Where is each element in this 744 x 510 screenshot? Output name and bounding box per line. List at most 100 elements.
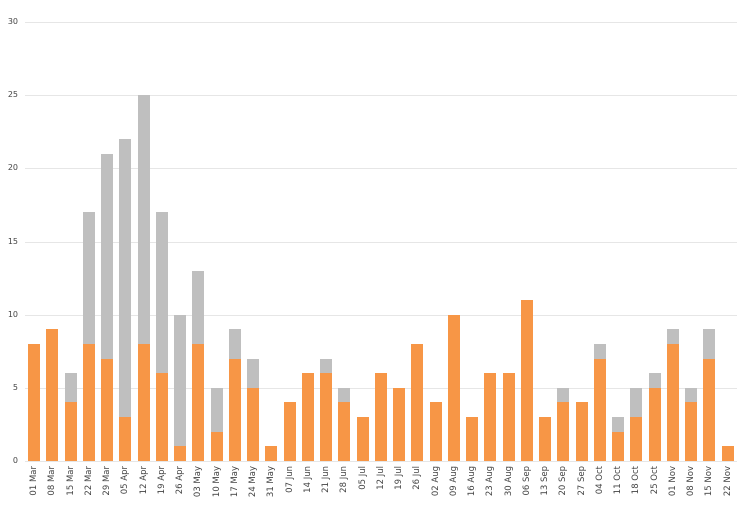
grey-segment <box>155 212 168 374</box>
grey-segment <box>119 139 132 418</box>
orange-segment <box>155 373 168 461</box>
orange-segment <box>174 446 186 461</box>
grey-segment <box>666 329 679 344</box>
orange-segment <box>393 387 405 461</box>
x-tick-label: 16 Aug <box>467 466 477 497</box>
grey-segment <box>557 387 570 403</box>
bar-09-aug <box>447 314 460 461</box>
x-tick-label: 27 Sep <box>576 466 587 496</box>
bar-18-oct <box>630 387 643 461</box>
bar-05-jul <box>356 417 369 461</box>
x-tick-label: 15 Mar <box>65 466 76 496</box>
x-tick-label: 14 Jun <box>302 466 313 493</box>
y-tick-label: 0 <box>12 456 18 465</box>
orange-segment <box>374 373 387 461</box>
orange-segment <box>283 402 296 461</box>
grey-segment <box>593 343 606 359</box>
x-tick-label: 22 Mar <box>83 466 94 496</box>
orange-segment <box>575 402 588 461</box>
bar-14-jun <box>301 373 314 461</box>
x-tick-label: 26 Apr <box>175 466 185 495</box>
bar-27-sep <box>575 402 588 461</box>
y-tick-label: 25 <box>7 90 18 100</box>
grey-segment <box>137 95 150 344</box>
x-tick-label: 13 Sep <box>540 466 550 496</box>
bar-29-mar <box>101 153 113 461</box>
gridline <box>25 22 737 23</box>
x-tick-label: 22 Nov <box>722 466 733 497</box>
x-tick-label: 28 Jun <box>339 466 350 493</box>
orange-segment <box>539 417 551 461</box>
bar-06-sep <box>520 300 533 461</box>
gridline <box>25 168 737 170</box>
bar-03-may <box>192 270 205 461</box>
orange-segment <box>557 402 570 461</box>
orange-segment <box>228 358 241 461</box>
x-tick-label: 08 Nov <box>686 466 696 497</box>
grey-segment <box>320 358 332 374</box>
x-tick-label: 18 Oct <box>631 466 642 495</box>
grey-segment <box>192 270 205 344</box>
grey-segment <box>630 387 643 418</box>
x-tick-label: 06 Sep <box>521 466 532 496</box>
x-tick-label: 05 Jul <box>357 466 368 490</box>
x-tick-label: 17 May <box>229 466 240 498</box>
bar-28-jun <box>338 387 351 461</box>
gridline <box>25 314 737 316</box>
bar-15-nov <box>703 329 716 461</box>
gridline <box>25 95 737 97</box>
grey-segment <box>210 387 223 432</box>
bar-15-mar <box>64 373 77 461</box>
x-tick-label: 04 Oct <box>594 466 605 495</box>
x-tick-label: 25 Oct <box>649 466 660 495</box>
grey-segment <box>82 212 95 344</box>
x-tick-label: 20 Sep <box>558 466 569 496</box>
orange-segment <box>411 343 424 461</box>
orange-segment <box>46 329 59 461</box>
y-tick-label: 30 <box>7 17 18 26</box>
bar-23-aug <box>484 373 497 461</box>
grey-segment <box>703 329 716 359</box>
bar-11-oct <box>612 417 624 461</box>
x-tick-label: 19 Jul <box>394 466 404 490</box>
x-tick-label: 24 May <box>248 466 258 498</box>
orange-segment <box>703 358 716 461</box>
orange-segment <box>28 343 40 461</box>
orange-segment <box>466 417 478 461</box>
grey-segment <box>174 314 186 447</box>
bar-17-may <box>228 329 241 461</box>
grey-segment <box>648 373 661 388</box>
x-tick-label: 26 Jul <box>412 466 423 490</box>
grey-segment <box>101 153 113 359</box>
bar-30-aug <box>502 373 515 461</box>
x-tick-label: 29 Mar <box>102 466 112 496</box>
orange-segment <box>301 373 314 461</box>
x-tick-label: 12 Jul <box>375 466 386 490</box>
orange-segment <box>630 417 643 461</box>
orange-segment <box>356 417 369 461</box>
bar-13-sep <box>539 417 551 461</box>
gridline <box>25 241 737 243</box>
orange-segment <box>484 373 497 461</box>
x-tick-label: 10 May <box>211 466 222 498</box>
bar-19-apr <box>155 212 168 461</box>
bar-20-sep <box>557 387 570 461</box>
y-tick-label: 15 <box>7 236 18 246</box>
x-tick-label: 30 Aug <box>503 466 514 497</box>
orange-segment <box>64 402 77 461</box>
orange-segment <box>612 431 624 461</box>
orange-segment <box>247 387 259 461</box>
x-tick-label: 08 Mar <box>47 466 58 496</box>
orange-segment <box>502 373 515 461</box>
bar-01-nov <box>666 329 679 461</box>
y-tick-label: 20 <box>7 163 18 173</box>
orange-segment <box>192 343 205 461</box>
x-tick-label: 19 Apr <box>156 466 167 495</box>
x-tick-label: 11 Oct <box>613 466 623 495</box>
bar-04-oct <box>593 343 606 461</box>
grey-segment <box>64 373 77 403</box>
bar-25-oct <box>648 373 661 461</box>
orange-segment <box>101 358 113 461</box>
orange-segment <box>447 314 460 461</box>
